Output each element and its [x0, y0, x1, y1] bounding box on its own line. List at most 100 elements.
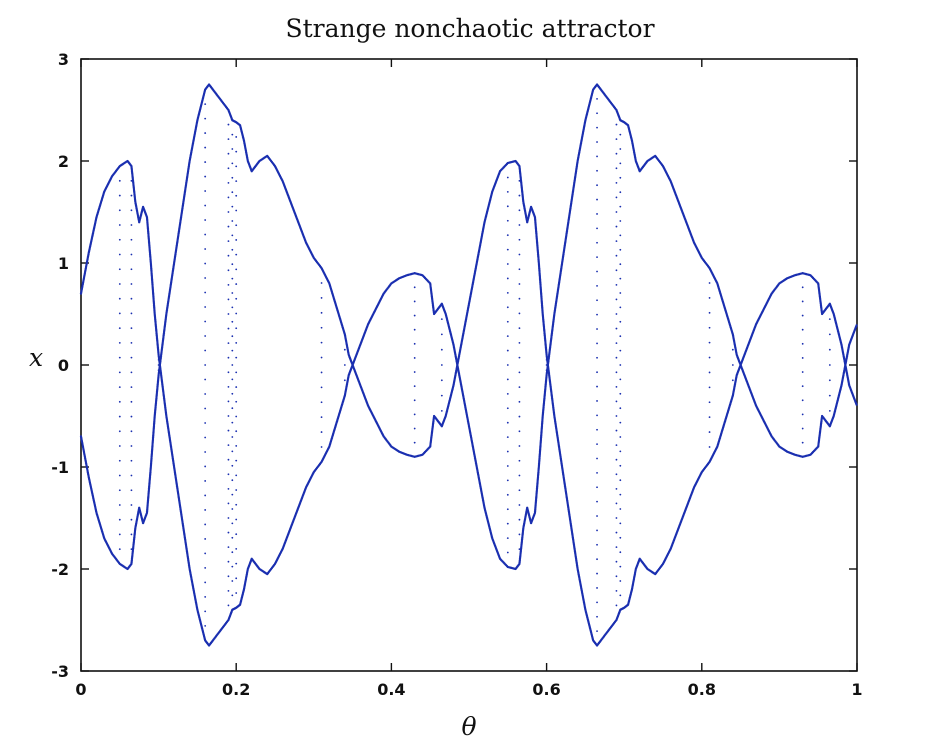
data-point: [596, 141, 598, 143]
data-point: [615, 487, 618, 490]
data-point: [506, 450, 509, 453]
data-point: [801, 357, 804, 359]
data-point: [615, 531, 618, 534]
data-point: [615, 517, 618, 519]
data-point: [801, 328, 804, 331]
data-point: [828, 394, 831, 397]
data-point: [518, 474, 521, 477]
data-point: [506, 335, 509, 338]
data-point: [596, 270, 598, 273]
data-point: [204, 291, 207, 294]
x-tick-label: 0.4: [377, 680, 405, 699]
data-point: [828, 348, 831, 351]
data-point: [506, 234, 509, 237]
data-point: [118, 209, 121, 212]
data-point: [506, 436, 509, 439]
data-point: [615, 109, 618, 111]
data-point: [708, 401, 711, 404]
data-point: [118, 445, 121, 447]
data-point: [506, 479, 509, 482]
data-point: [596, 515, 598, 517]
data-point: [118, 504, 121, 506]
data-point: [615, 444, 618, 447]
data-point: [231, 263, 234, 266]
data-point: [235, 342, 238, 344]
data-point: [708, 326, 711, 329]
data-point: [320, 371, 323, 374]
y-tick-label: 1: [58, 254, 69, 273]
data-point: [204, 233, 207, 236]
data-point: [596, 601, 598, 604]
data-point: [231, 536, 234, 539]
data-point: [204, 407, 207, 410]
data-point: [130, 430, 133, 433]
data-point: [545, 359, 548, 361]
data-point: [596, 213, 598, 215]
data-point: [343, 394, 346, 397]
data-point: [118, 297, 121, 300]
data-point: [231, 392, 234, 395]
data-point: [518, 386, 521, 388]
data-point: [118, 165, 121, 168]
data-point: [118, 371, 121, 374]
data-point: [227, 458, 230, 461]
data-point: [235, 356, 238, 359]
data-point: [615, 589, 618, 592]
data-point: [731, 333, 734, 336]
data-point: [204, 349, 207, 352]
data-point: [320, 431, 323, 433]
data-point: [518, 445, 521, 447]
x-axis-label: θ: [461, 712, 476, 741]
data-point: [518, 504, 521, 506]
data-point: [619, 306, 622, 309]
data-point: [440, 302, 443, 305]
data-point: [227, 342, 230, 345]
data-point: [343, 379, 346, 382]
data-point: [413, 272, 416, 275]
data-point: [619, 479, 622, 482]
data-point: [440, 333, 443, 336]
data-point: [518, 253, 521, 256]
data-point: [801, 314, 804, 317]
data-point: [596, 184, 598, 187]
data-point: [118, 400, 121, 403]
x-tick-label: 0: [75, 680, 86, 699]
data-point: [615, 240, 618, 243]
data-point: [518, 430, 521, 433]
data-point: [440, 425, 443, 428]
y-tick-label: -2: [51, 560, 69, 579]
data-point: [235, 371, 238, 374]
data-point: [731, 348, 734, 351]
data-point: [320, 386, 323, 389]
data-point: [596, 112, 598, 115]
data-point: [828, 379, 831, 382]
data-point: [130, 327, 133, 330]
data-point: [615, 269, 618, 272]
data-point: [801, 272, 804, 275]
data-point: [506, 320, 509, 323]
data-point: [615, 313, 618, 315]
data-point: [227, 327, 230, 330]
data-point: [518, 268, 521, 271]
data-point: [440, 394, 443, 397]
data-point: [440, 318, 443, 320]
data-point: [343, 348, 346, 351]
data-point: [204, 146, 207, 149]
data-point: [231, 479, 234, 482]
data-point: [506, 522, 509, 525]
data-point: [231, 133, 234, 136]
data-point: [204, 625, 207, 627]
y-tick-label: -3: [51, 662, 69, 681]
data-point: [231, 205, 234, 208]
data-point: [343, 364, 346, 366]
data-point: [130, 165, 133, 168]
data-point: [204, 190, 207, 192]
data-point: [231, 162, 234, 165]
data-point: [204, 132, 207, 134]
data-point: [413, 314, 416, 317]
data-point: [619, 421, 622, 424]
data-point: [518, 194, 521, 197]
data-point: [619, 148, 622, 150]
data-point: [506, 306, 509, 309]
data-point: [130, 445, 133, 447]
